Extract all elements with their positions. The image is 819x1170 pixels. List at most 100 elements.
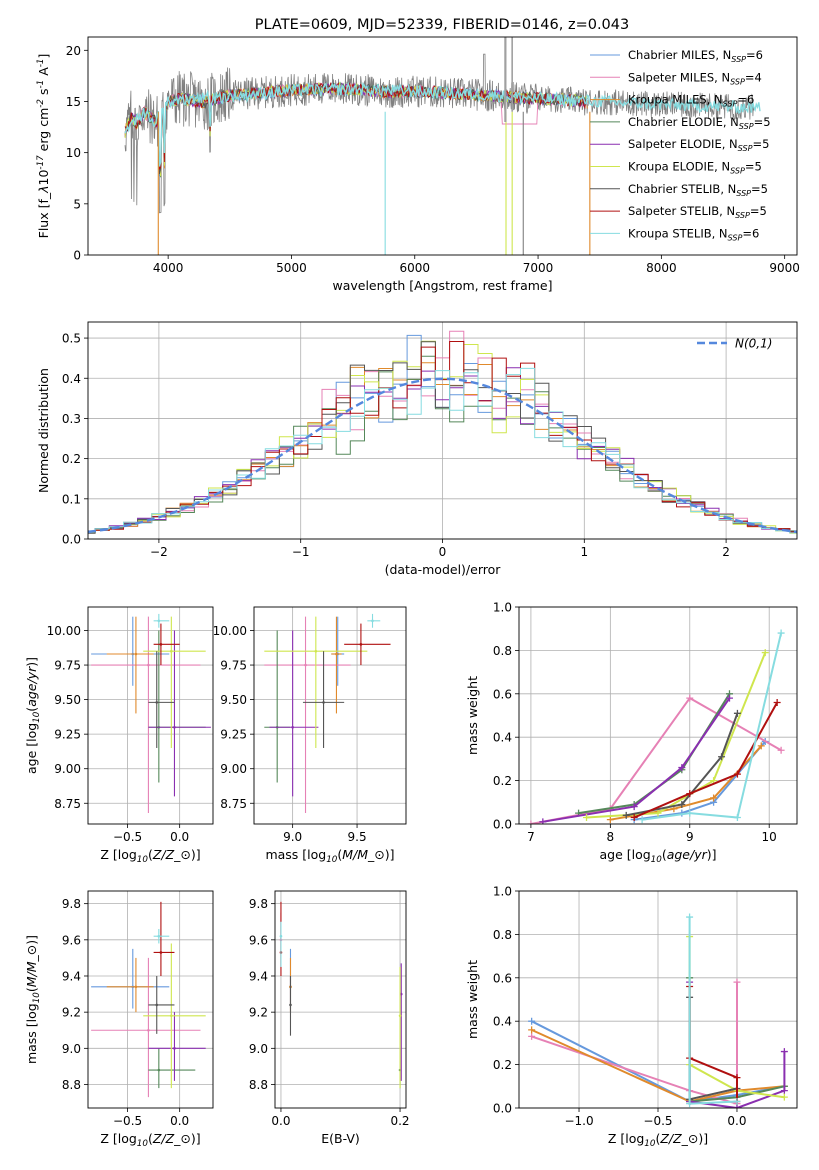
y-tick-label: 9.0 <box>62 1042 81 1056</box>
point-chabrier-stelib <box>289 1003 292 1007</box>
panel-mass_vs_ebv: 0.0 0.2 8.8 9.0 9.2 9.4 9.6 9.8 E(B-V) <box>249 890 410 1146</box>
weight-marker-salpeter-elodie <box>630 803 638 811</box>
point-kroupa-elodie <box>170 649 173 653</box>
point-kroupa-stelib <box>279 934 283 938</box>
plot-area <box>264 613 391 813</box>
weight-marker-salpeter-elodie <box>780 1087 788 1095</box>
y-axis-label: age [log10(age/yr)] <box>24 657 42 774</box>
y-tick-label: 0.4 <box>493 731 512 745</box>
x-tick-label: 8 <box>607 830 615 844</box>
axes-frame <box>518 606 798 825</box>
weight-marker-kroupa-elodie <box>654 809 662 817</box>
y-tick-label: 0.2 <box>62 452 81 466</box>
weight-marker-salpeter-miles <box>528 1032 536 1040</box>
x-tick-label: 0.2 <box>390 1114 409 1128</box>
y-tick-label: 20 <box>66 44 81 58</box>
x-axis-label: mass [log10(M/M_⊙)] <box>265 847 394 865</box>
weight-marker-kroupa-stelib <box>686 1100 694 1108</box>
weight-line-kroupa-miles <box>531 1028 785 1103</box>
weight-marker-chabrier-stelib <box>733 709 741 717</box>
y-tick-label: 0.6 <box>493 687 512 701</box>
weight-marker-kroupa-stelib <box>733 1097 741 1105</box>
point-chabrier-stelib <box>155 701 159 704</box>
point-kroupa-stelib <box>371 619 374 623</box>
weight-marker-salpeter-stelib <box>733 770 741 778</box>
point-chabrier-stelib <box>155 1003 159 1007</box>
y-tick-label: 0.4 <box>493 1015 512 1029</box>
y-tick-label: 9.8 <box>62 897 81 911</box>
point-kroupa-stelib <box>157 619 161 623</box>
weight-marker-kroupa-stelib <box>686 913 694 921</box>
y-tick-label: 10.00 <box>47 624 81 638</box>
y-tick-label: 9.50 <box>220 693 247 707</box>
weight-marker-salpeter-elodie <box>733 1104 741 1108</box>
weight-marker-salpeter-stelib <box>630 813 638 821</box>
y-tick-label: 0.0 <box>493 818 512 832</box>
x-tick-label: −0.5 <box>113 1114 142 1128</box>
point-salpeter-miles <box>147 1028 150 1032</box>
plots-layer: 4000 5000 6000 7000 8000 900005101520waveleng… <box>24 36 800 1149</box>
legend-label: Kroupa STELIB, NSSP=6 <box>628 226 759 242</box>
point-chabrier-elodie <box>157 1068 161 1072</box>
y-tick-label: 0.2 <box>493 774 512 788</box>
weight-marker-salpeter-elodie <box>539 818 547 824</box>
panel-mass_vs_Z: −0.5 0.0 8.8 9.0 9.2 9.4 9.6 9.8 Z [log10(Z/Z_⊙)… <box>24 890 214 1149</box>
x-tick-label: 0.0 <box>170 1114 189 1128</box>
legend-label: Kroupa ELODIE, NSSP=5 <box>628 160 762 176</box>
x-axis-label: Z [log10(Z/Z_⊙)] <box>100 847 200 865</box>
y-tick-label: 9.25 <box>54 728 81 742</box>
y-tick-label: 8.75 <box>220 797 247 811</box>
y-tick-label: 5 <box>73 197 81 211</box>
y-tick-label: 8.8 <box>62 1078 81 1092</box>
y-tick-label: 0.2 <box>493 1058 512 1072</box>
panel-age_vs_mass: 9.0 9.5 8.75 9.00 9.25 9.50 9.75 10.00 mass [log… <box>213 606 407 865</box>
y-tick-label: 0.5 <box>62 332 81 346</box>
y-tick-label: 15 <box>66 95 81 109</box>
histogram-kroupa-stelib <box>88 367 797 534</box>
histogram-salpeter-miles <box>88 330 797 532</box>
weight-marker-kroupa-miles <box>757 742 765 750</box>
x-tick-label: 9000 <box>769 261 800 275</box>
panel-age_vs_Z: −0.5 0.0 8.75 9.00 9.25 9.50 9.75 10.00 Z [log10… <box>24 606 214 865</box>
point-salpeter-elodie <box>291 725 294 729</box>
legend-label: Salpeter STELIB, NSSP=5 <box>628 204 767 220</box>
point-salpeter-miles <box>147 663 150 667</box>
weight-line-kroupa-elodie <box>586 652 767 819</box>
y-tick-label: 0.8 <box>493 644 512 658</box>
x-tick-label: 9 <box>686 830 694 844</box>
plot-area <box>528 913 788 1108</box>
legend-label: Chabrier ELODIE, NSSP=5 <box>628 115 771 131</box>
plot-area <box>279 901 403 1089</box>
plot-area <box>88 330 797 534</box>
weight-marker-kroupa-miles <box>528 1026 536 1034</box>
weight-marker-kroupa-miles <box>710 794 718 802</box>
y-tick-label: 8.8 <box>249 1078 268 1092</box>
y-tick-label: 9.4 <box>62 969 81 983</box>
point-kroupa-stelib <box>157 934 161 938</box>
x-tick-label: 9.5 <box>348 830 367 844</box>
legend-label: Chabrier STELIB, NSSP=5 <box>628 182 768 198</box>
x-tick-label: 1 <box>580 545 588 559</box>
weight-marker-salpeter-elodie <box>725 694 733 702</box>
y-tick-label: 0 <box>73 249 81 263</box>
weight-marker-chabrier-stelib <box>622 811 630 819</box>
x-axis-label: (data-model)/error <box>385 562 502 577</box>
plot-area <box>91 613 211 813</box>
y-tick-label: 9.2 <box>62 1006 81 1020</box>
y-tick-label: 1.0 <box>493 601 512 615</box>
panel-weight_vs_Z: −1.0 −0.5 0.0 0.0 0.2 0.4 0.6 0.8 1.0 Z [log10(Z/… <box>465 885 798 1149</box>
y-tick-label: 0.0 <box>62 533 81 547</box>
point-salpeter-elodie <box>173 1047 176 1050</box>
point-salpeter-stelib <box>359 643 363 646</box>
x-tick-label: −2 <box>150 545 168 559</box>
weight-marker-chabrier-miles <box>528 1017 536 1025</box>
weight-line-salpeter-miles <box>531 982 738 1106</box>
legend-label: Salpeter MILES, NSSP=4 <box>628 70 762 86</box>
weight-line-salpeter-elodie <box>542 697 731 823</box>
y-tick-label: 10.00 <box>213 624 247 638</box>
weight-line-chabrier-miles <box>531 1020 785 1103</box>
point-kroupa-miles <box>335 652 338 656</box>
weight-marker-salpeter-stelib <box>733 1074 741 1082</box>
plot-area <box>91 901 206 1098</box>
